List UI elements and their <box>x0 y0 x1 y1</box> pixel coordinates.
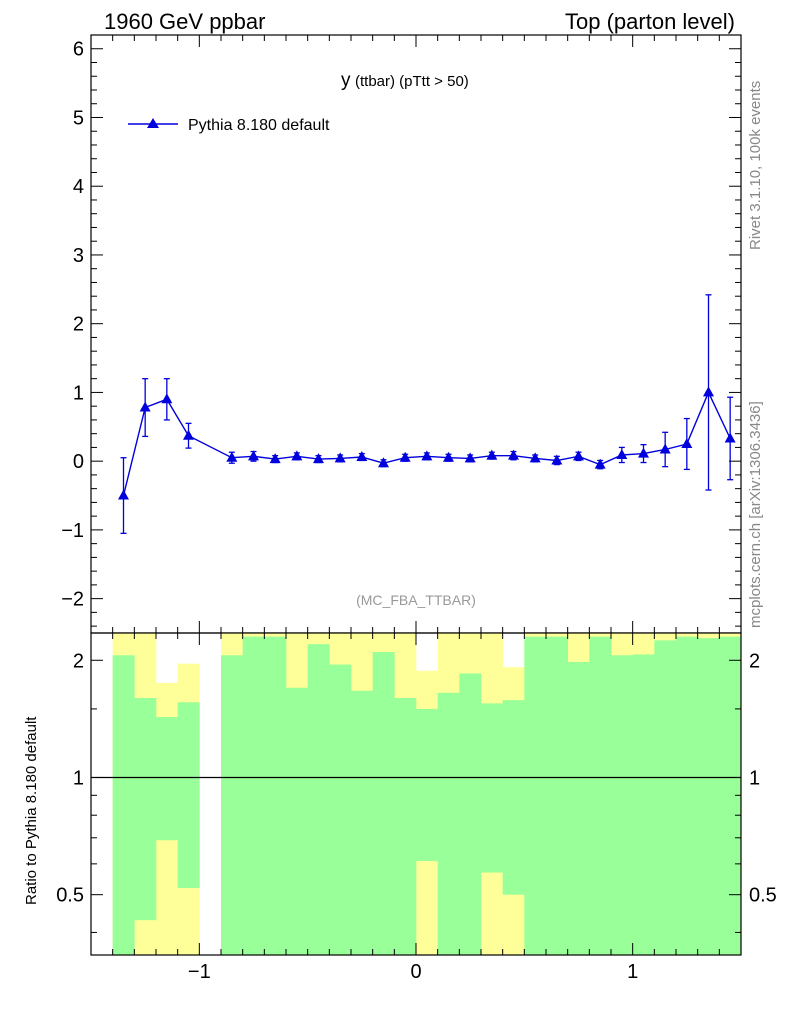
band-inner <box>156 716 178 841</box>
band-inner <box>524 636 547 955</box>
data-point <box>508 449 519 460</box>
data-point <box>616 448 628 459</box>
band-inner <box>372 652 395 955</box>
ratio-frame <box>90 632 742 956</box>
ratio-y-tick-label: 0.5 <box>56 885 84 907</box>
ratio-y-tick-label: 1 <box>73 767 84 789</box>
band-inner <box>177 702 200 889</box>
y-tick-label: 0 <box>73 451 84 473</box>
y-tick-label: 5 <box>73 107 84 129</box>
data-point <box>638 447 649 458</box>
data-point <box>118 489 129 500</box>
band-inner <box>546 636 568 955</box>
main-series <box>118 294 736 534</box>
y-tick-label: 6 <box>73 39 84 61</box>
y-tick-label: 4 <box>73 176 84 198</box>
ratio-bands <box>112 633 742 955</box>
band-inner <box>567 661 590 955</box>
band-inner <box>329 664 352 955</box>
band-inner <box>416 708 438 862</box>
x-tick-label: 0 <box>410 961 421 983</box>
data-point <box>269 453 281 464</box>
ratio-y-tick-label-right: 2 <box>749 650 760 672</box>
data-point <box>681 437 693 448</box>
main-panel: y (ttbar) (pTtt > 50) (MC_FBA_TTBAR) Pyt… <box>61 34 742 634</box>
data-point <box>226 451 238 462</box>
data-point <box>421 450 433 461</box>
rivet-version-label: Rivet 3.1.10, 100k events <box>747 81 764 250</box>
band-inner <box>632 654 655 955</box>
x-tick-label: −1 <box>188 961 211 983</box>
band-inner <box>394 698 417 955</box>
band-inner <box>307 644 330 955</box>
data-point <box>703 386 714 397</box>
band-inner <box>697 638 720 955</box>
ratio-y-tick-label-right: 0.5 <box>749 885 777 907</box>
band-inner <box>134 698 157 921</box>
band-inner <box>589 636 612 955</box>
band-inner <box>221 655 243 955</box>
main-title: y <box>341 70 351 91</box>
data-point <box>183 429 194 440</box>
series-line <box>122 390 731 496</box>
x-tick-label: 1 <box>627 961 638 983</box>
band-inner <box>112 655 135 955</box>
ratio-y-label: Ratio to Pythia 8.180 default <box>23 716 40 905</box>
ratio-panel: 0.5 0.5 1 1 2 2 −1 0 1 Ratio to Pythia 8.180 de… <box>23 632 777 983</box>
y-tick-label: 1 <box>73 382 84 404</box>
ratio-x-axis: −1 0 1 <box>90 633 742 983</box>
band-inner <box>459 673 482 955</box>
band-inner <box>611 655 633 955</box>
data-point <box>313 453 324 464</box>
header-energy-label: 1960 GeV ppbar <box>104 9 265 34</box>
band-inner <box>676 636 698 955</box>
main-subtitle: (ttbar) (pTtt > 50) <box>355 73 469 90</box>
data-point <box>529 452 541 463</box>
data-point <box>161 393 173 404</box>
data-point <box>334 452 346 463</box>
data-point <box>291 450 303 461</box>
data-point <box>464 452 476 463</box>
data-point <box>594 458 606 469</box>
data-point <box>573 450 584 461</box>
data-point <box>551 454 563 465</box>
legend: Pythia 8.180 default <box>128 117 330 134</box>
ratio-y-tick-label-right: 1 <box>749 767 760 789</box>
data-point <box>724 432 736 443</box>
band-inner <box>502 700 525 895</box>
y-tick-label: −2 <box>61 589 84 611</box>
data-point <box>248 450 259 461</box>
data-point <box>486 449 498 460</box>
band-inner <box>351 690 373 955</box>
data-point <box>356 451 368 462</box>
data-point <box>443 451 454 462</box>
band-inner <box>242 636 265 955</box>
analysis-label: (MC_FBA_TTBAR) <box>356 592 476 608</box>
y-tick-label: −1 <box>61 520 84 542</box>
band-inner <box>264 636 287 955</box>
data-point <box>139 401 151 412</box>
main-y-axis: −2 −1 0 1 2 3 4 5 6 <box>61 34 742 633</box>
legend-marker-triangle <box>147 118 159 128</box>
y-tick-label: 3 <box>73 245 84 267</box>
legend-label: Pythia 8.180 default <box>188 117 330 134</box>
ratio-y-tick-label: 2 <box>73 650 84 672</box>
band-inner <box>654 640 677 955</box>
data-point <box>659 443 671 454</box>
y-tick-label: 2 <box>73 314 84 336</box>
ratio-y-axis: 0.5 0.5 1 1 2 2 <box>56 650 777 933</box>
header-process-label: Top (parton level) <box>565 9 735 34</box>
band-inner <box>437 692 460 955</box>
data-point <box>378 457 389 468</box>
band-inner <box>719 636 742 955</box>
band-inner <box>286 687 308 955</box>
data-point <box>399 451 411 462</box>
mcplots-source-label: mcplots.cern.ch [arXiv:1306.3436] <box>747 401 764 628</box>
band-inner <box>481 703 503 873</box>
